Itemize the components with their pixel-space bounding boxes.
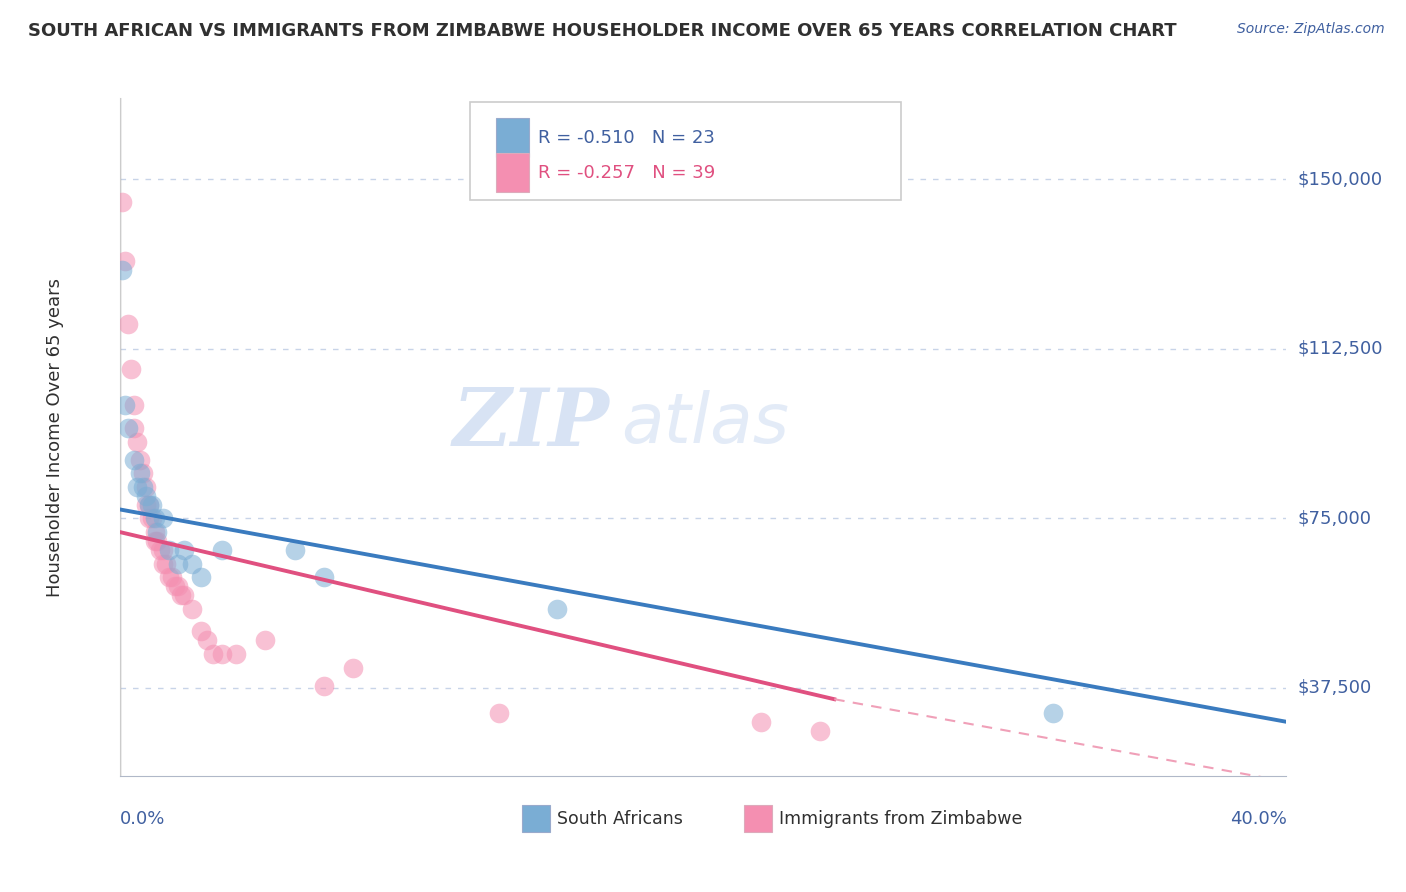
Point	[1042, 706, 1064, 720]
Point	[120, 362, 142, 376]
Point	[114, 399, 136, 413]
Point	[143, 511, 166, 525]
Point	[122, 399, 145, 413]
Point	[163, 579, 186, 593]
Point	[132, 467, 155, 481]
Point	[312, 679, 335, 693]
Point	[749, 714, 772, 729]
Point	[152, 511, 174, 525]
Text: ZIP: ZIP	[453, 384, 610, 462]
Point	[283, 543, 307, 558]
Point	[166, 579, 188, 593]
Point	[342, 660, 364, 674]
Text: 0.0%: 0.0%	[120, 810, 165, 828]
Point	[254, 633, 277, 648]
Point	[201, 647, 224, 661]
Point	[129, 452, 152, 467]
Text: Householder Income Over 65 years: Householder Income Over 65 years	[46, 277, 65, 597]
Text: $75,000: $75,000	[1298, 509, 1372, 527]
Point	[152, 543, 174, 558]
Point	[135, 489, 157, 503]
Point	[129, 467, 152, 481]
Point	[117, 317, 139, 331]
Text: SOUTH AFRICAN VS IMMIGRANTS FROM ZIMBABWE HOUSEHOLDER INCOME OVER 65 YEARS CORRE: SOUTH AFRICAN VS IMMIGRANTS FROM ZIMBABW…	[28, 22, 1177, 40]
Point	[173, 543, 195, 558]
Point	[312, 570, 335, 584]
Point	[135, 480, 157, 494]
Point	[808, 723, 831, 738]
Point	[195, 633, 218, 648]
FancyBboxPatch shape	[496, 118, 529, 157]
Point	[181, 602, 204, 616]
Point	[122, 421, 145, 435]
Point	[181, 557, 204, 571]
Point	[152, 557, 174, 571]
Point	[157, 543, 180, 558]
Point	[190, 624, 212, 639]
Text: $112,500: $112,500	[1298, 340, 1384, 358]
Text: Source: ZipAtlas.com: Source: ZipAtlas.com	[1237, 22, 1385, 37]
Point	[143, 524, 166, 539]
Point	[117, 421, 139, 435]
Point	[157, 570, 180, 584]
Point	[141, 498, 163, 512]
Point	[146, 524, 169, 539]
Point	[122, 452, 145, 467]
Point	[225, 647, 247, 661]
Point	[138, 498, 160, 512]
Point	[138, 511, 160, 525]
Point	[155, 557, 177, 571]
FancyBboxPatch shape	[470, 102, 901, 200]
Text: South Africans: South Africans	[557, 810, 683, 828]
Point	[488, 706, 510, 720]
Text: Immigrants from Zimbabwe: Immigrants from Zimbabwe	[779, 810, 1022, 828]
Text: R = -0.510   N = 23: R = -0.510 N = 23	[538, 129, 716, 147]
Point	[211, 647, 233, 661]
Text: R = -0.257   N = 39: R = -0.257 N = 39	[538, 164, 716, 182]
Point	[111, 263, 134, 277]
Point	[141, 511, 163, 525]
Point	[190, 570, 212, 584]
Point	[546, 602, 568, 616]
Point	[166, 557, 188, 571]
Text: $150,000: $150,000	[1298, 170, 1382, 188]
FancyBboxPatch shape	[496, 153, 529, 192]
Point	[111, 195, 134, 210]
Point	[125, 434, 148, 449]
Point	[114, 253, 136, 268]
Point	[160, 570, 183, 584]
Text: $37,500: $37,500	[1298, 679, 1372, 697]
Point	[173, 588, 195, 602]
Point	[132, 480, 155, 494]
Point	[138, 498, 160, 512]
Point	[143, 534, 166, 549]
FancyBboxPatch shape	[522, 805, 550, 832]
Point	[149, 543, 172, 558]
Point	[135, 498, 157, 512]
Point	[170, 588, 193, 602]
Point	[211, 543, 233, 558]
Point	[146, 534, 169, 549]
Point	[125, 480, 148, 494]
Text: 40.0%: 40.0%	[1230, 810, 1286, 828]
FancyBboxPatch shape	[744, 805, 772, 832]
Text: atlas: atlas	[621, 390, 789, 457]
